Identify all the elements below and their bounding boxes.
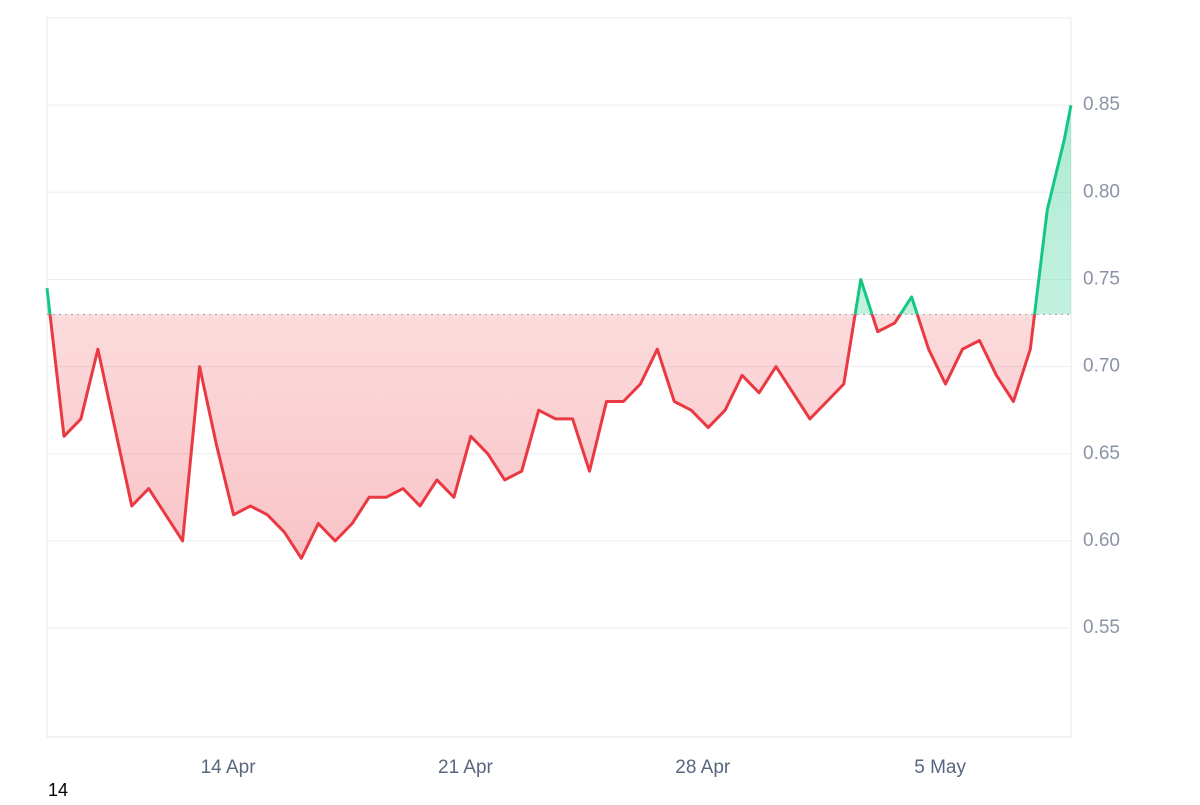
plot-frame bbox=[46, 17, 1072, 738]
y-tick-label: 0.55 bbox=[1083, 617, 1120, 638]
x-tick-label: 28 Apr bbox=[675, 757, 731, 778]
y-tick-label: 0.80 bbox=[1083, 181, 1120, 202]
x-tick-label: 14 Apr bbox=[201, 757, 257, 778]
area-down bbox=[49, 314, 1035, 559]
x-tick-label: 21 Apr bbox=[438, 757, 494, 778]
annotation: 14 bbox=[48, 780, 68, 800]
y-tick-label: 0.75 bbox=[1083, 268, 1120, 289]
y-tick-label: 0.70 bbox=[1083, 356, 1120, 377]
price-line-down bbox=[48, 314, 1037, 560]
y-tick-label: 0.85 bbox=[1083, 94, 1120, 115]
y-tick-label: 0.65 bbox=[1083, 443, 1120, 464]
y-tick-label: 0.60 bbox=[1083, 530, 1120, 551]
x-tick-label: 5 May bbox=[914, 757, 966, 778]
price-line-up bbox=[45, 104, 1073, 315]
